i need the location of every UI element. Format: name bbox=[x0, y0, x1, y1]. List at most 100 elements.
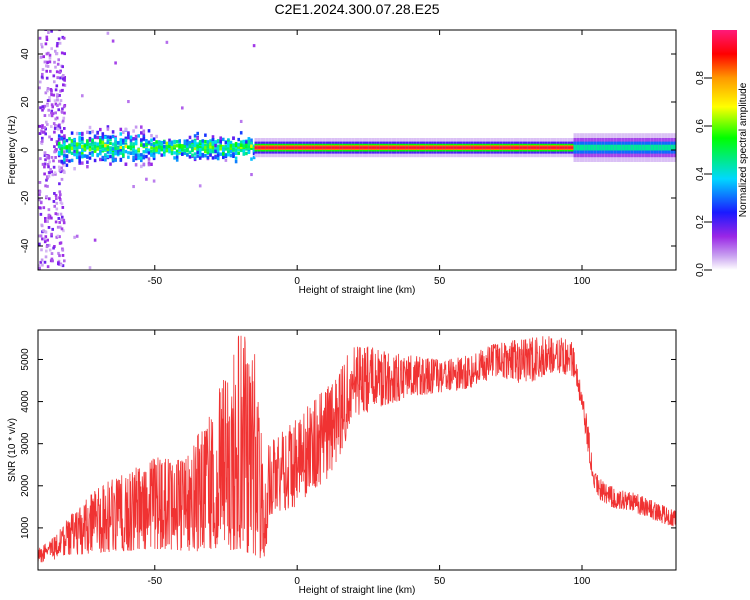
colorbar-ticks: 0.0 0.2 0.4 0.6 0.8 bbox=[695, 71, 712, 277]
spectrogram-cell bbox=[204, 143, 207, 148]
spectrogram-cell bbox=[40, 248, 43, 252]
spectrogram-cell bbox=[653, 144, 656, 151]
spectrogram-cell bbox=[542, 146, 545, 149]
spectrogram-cell bbox=[137, 156, 140, 160]
spectrogram-cell bbox=[132, 158, 135, 162]
tick-label: 0.8 bbox=[695, 71, 706, 85]
spectrogram-cell bbox=[579, 144, 582, 151]
spectrogram-cell bbox=[216, 144, 220, 148]
spectrogram-cell bbox=[325, 146, 329, 149]
spectrogram-cell bbox=[88, 130, 92, 135]
spectrogram-cell bbox=[647, 144, 651, 151]
spectrogram-cell bbox=[300, 146, 303, 149]
spectrogram-cell bbox=[54, 194, 58, 197]
spectrogram-cell bbox=[43, 237, 46, 241]
spectrogram-cell bbox=[53, 192, 56, 195]
spectrogram-cell bbox=[54, 65, 57, 69]
spectrogram-cell bbox=[83, 154, 87, 158]
spectrogram-cell bbox=[88, 138, 92, 142]
spectrogram-cell bbox=[81, 137, 84, 141]
spectrogram-cell bbox=[198, 150, 202, 154]
spectrogram-cell bbox=[216, 147, 220, 151]
spectrogram-cell bbox=[359, 146, 363, 149]
spectrogram-cell bbox=[122, 150, 125, 154]
spectrogram-cell bbox=[274, 146, 278, 149]
spectrogram-cell bbox=[237, 143, 240, 147]
spectrogram-cell bbox=[175, 158, 179, 162]
spectrogram-cell bbox=[493, 146, 497, 149]
spectrogram-cell bbox=[522, 146, 525, 149]
spectrogram-cell bbox=[60, 144, 64, 148]
spectrogram-cell bbox=[122, 138, 125, 142]
spectrogram-cell bbox=[38, 234, 41, 238]
spectrogram-cell bbox=[50, 137, 53, 141]
spectrogram-cell bbox=[374, 146, 377, 149]
spectrogram-cell bbox=[607, 144, 611, 151]
spectrogram-cell bbox=[596, 144, 600, 151]
spectrogram-cell bbox=[96, 142, 99, 146]
spectrogram-cell bbox=[186, 139, 189, 143]
spectrogram-cell bbox=[193, 146, 197, 151]
spectrogram-cell bbox=[186, 147, 189, 152]
spectrogram-cell bbox=[134, 125, 138, 129]
spectrogram-cell bbox=[145, 139, 148, 143]
spectrogram-cell bbox=[186, 141, 189, 146]
spectrogram-cell bbox=[178, 148, 181, 152]
colorbar: 0.0 0.2 0.4 0.6 0.8 Normalized spectral ampl… bbox=[695, 30, 749, 277]
spectrogram-cell bbox=[58, 221, 61, 224]
spectrogram-cell bbox=[191, 148, 194, 153]
spectrogram-cell bbox=[43, 154, 47, 157]
spectrogram-cell bbox=[232, 136, 235, 140]
spectrogram-cell bbox=[214, 155, 217, 160]
spectrogram-cell bbox=[152, 156, 156, 161]
spectrogram-cell bbox=[65, 158, 69, 162]
spectrogram-cell bbox=[150, 153, 153, 157]
spectrogram-cell bbox=[322, 146, 326, 149]
spectrogram-cell bbox=[633, 144, 637, 151]
spectrogram-cell bbox=[155, 142, 158, 146]
spectrogram-cell bbox=[54, 172, 57, 176]
spectrogram-cell bbox=[573, 144, 577, 151]
spectrogram-cell bbox=[351, 146, 355, 149]
spectrogram-cell bbox=[252, 44, 256, 48]
spectrogram-cell bbox=[170, 140, 174, 144]
spectrogram-cell bbox=[436, 146, 440, 149]
spectrogram-cell bbox=[75, 234, 79, 238]
spectrogram-cell bbox=[137, 148, 140, 152]
spectrogram-cell bbox=[142, 150, 146, 154]
tick-label: 0.6 bbox=[695, 119, 706, 133]
spectrogram-cell bbox=[593, 144, 597, 151]
spectrogram-cell bbox=[47, 108, 50, 112]
spectrogram-cell bbox=[247, 145, 251, 149]
spectrogram-cell bbox=[57, 58, 60, 62]
spectrogram-cell bbox=[101, 147, 105, 152]
spectrogram-cell bbox=[201, 152, 205, 157]
spectrogram-cell bbox=[188, 155, 192, 159]
spectrogram-cell bbox=[46, 184, 49, 188]
spectrogram-cell bbox=[61, 254, 65, 257]
spectrogram-cell bbox=[40, 45, 44, 49]
spectrogram-cell bbox=[214, 143, 217, 148]
spectrogram-cell bbox=[601, 144, 605, 151]
spectrogram-cell bbox=[42, 206, 46, 210]
spectrogram-cell bbox=[206, 145, 210, 149]
spectrogram-cell bbox=[57, 145, 61, 149]
spectrogram-cell bbox=[368, 146, 372, 149]
spectrogram-cell bbox=[59, 212, 63, 216]
spectrogram-cell bbox=[562, 146, 565, 149]
spectrogram-cell bbox=[45, 249, 48, 253]
spectrogram-cell bbox=[50, 125, 53, 128]
spectrogram-cell bbox=[519, 146, 523, 149]
spectrogram-cell bbox=[365, 146, 369, 149]
spectrogram-cell bbox=[44, 255, 48, 259]
spectrogram-cell bbox=[116, 151, 120, 155]
spectrogram-cell bbox=[60, 166, 63, 170]
spectrogram-cell bbox=[391, 146, 394, 149]
spectrogram-cell bbox=[56, 225, 60, 229]
spectrogram-cell bbox=[173, 151, 176, 155]
spectrogram-cell bbox=[50, 114, 54, 118]
spectrogram-cell bbox=[155, 146, 158, 150]
spectrogram-cell bbox=[39, 234, 43, 238]
spectrogram-cell bbox=[50, 93, 53, 97]
spectrogram-cell bbox=[88, 125, 92, 130]
